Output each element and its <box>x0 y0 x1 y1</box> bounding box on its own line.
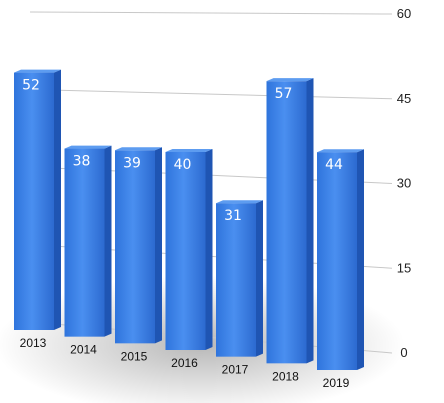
bars: 52 38 39 40 31 57 44 <box>14 69 364 370</box>
bar-front <box>317 152 357 370</box>
bar-front <box>216 203 256 357</box>
bar-2013: 52 <box>14 69 61 330</box>
bar-front <box>266 81 307 364</box>
bar-front <box>14 72 54 330</box>
data-label: 57 <box>275 86 293 102</box>
x-tick-label: 2017 <box>222 363 249 377</box>
data-label: 31 <box>224 208 242 224</box>
bar-side <box>256 200 263 357</box>
data-label: 44 <box>325 157 343 173</box>
x-tick-label: 2013 <box>20 336 47 350</box>
bar-2018: 57 <box>266 78 314 364</box>
data-label: 39 <box>123 155 141 171</box>
bar-top <box>266 78 314 82</box>
bar-side <box>54 69 61 330</box>
x-tick-label: 2015 <box>121 349 148 363</box>
bar-2014: 38 <box>64 145 112 337</box>
bar-top <box>64 145 112 149</box>
bar-side <box>104 145 112 337</box>
x-tick-label: 2016 <box>171 356 198 370</box>
bar-front <box>115 150 155 344</box>
bar-top <box>115 147 162 151</box>
bar-side <box>205 149 213 350</box>
y-tick-label: 30 <box>397 176 411 191</box>
y-tick-label: 15 <box>397 260 411 275</box>
bar-side <box>357 149 364 370</box>
bar-front <box>64 148 105 337</box>
y-tick-label: 45 <box>397 91 411 106</box>
bar-side <box>306 78 314 364</box>
data-label: 38 <box>73 154 91 170</box>
bar-2019: 44 <box>317 149 364 370</box>
bar-2015: 39 <box>115 147 162 344</box>
y-axis-ticks: 0 15 30 45 60 <box>397 6 411 360</box>
bar-top <box>14 69 61 73</box>
bar-top <box>216 200 263 204</box>
gridline <box>29 89 393 100</box>
bar-2017: 31 <box>216 200 263 357</box>
x-tick-label: 2019 <box>323 376 350 390</box>
gridline <box>29 11 393 15</box>
x-axis-labels: 2013 2014 2015 2016 2017 2018 2019 <box>20 336 350 390</box>
data-label: 40 <box>174 157 192 173</box>
bar-2016: 40 <box>165 149 213 350</box>
data-label: 52 <box>22 78 40 94</box>
bar-front <box>165 152 206 350</box>
bar-side <box>155 147 162 344</box>
x-tick-label: 2018 <box>272 369 299 383</box>
x-tick-label: 2014 <box>70 343 97 357</box>
y-tick-label: 60 <box>397 6 411 21</box>
bar-top <box>165 149 213 152</box>
bar-top <box>317 149 364 153</box>
y-tick-label: 0 <box>400 345 407 360</box>
